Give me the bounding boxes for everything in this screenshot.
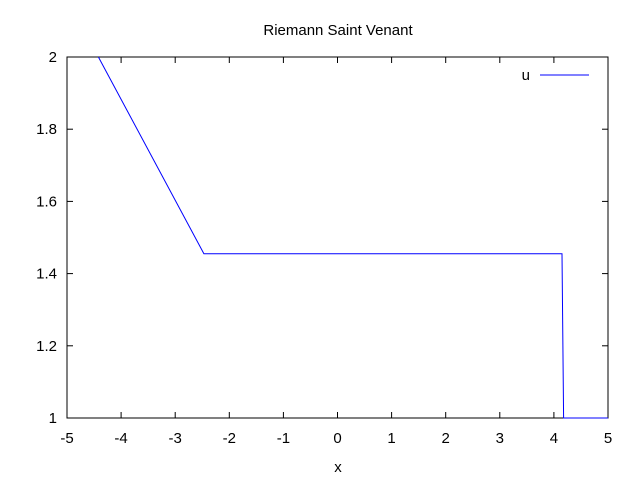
chart-title: Riemann Saint Venant xyxy=(263,22,413,39)
y-tick-label: 1.4 xyxy=(36,266,57,283)
x-tick-label: 2 xyxy=(442,430,450,447)
plot-border xyxy=(66,56,609,419)
y-axis: 1 1.2 1.4 1.6 1.8 2 xyxy=(36,49,608,427)
y-tick-label: 2 xyxy=(49,49,57,66)
x-axis: -5 -4 -3 -2 -1 0 1 2 3 4 5 xyxy=(60,57,612,447)
legend-label-u: u xyxy=(522,67,530,84)
x-tick-label: -5 xyxy=(60,430,73,447)
x-tick-label: 3 xyxy=(496,430,504,447)
series-layer xyxy=(97,56,608,419)
x-tick-label: -2 xyxy=(223,430,236,447)
x-tick-label: 1 xyxy=(387,430,395,447)
x-tick-label: 5 xyxy=(604,430,612,447)
x-tick-label: 4 xyxy=(550,430,558,447)
plot-frame xyxy=(66,56,609,419)
y-tick-label: 1 xyxy=(49,410,57,427)
y-tick-label: 1.2 xyxy=(36,338,57,355)
x-tick-label: -3 xyxy=(169,430,182,447)
y-tick-label: 1.8 xyxy=(36,121,57,138)
x-axis-label: x xyxy=(334,459,342,476)
y-tick-label: 1.6 xyxy=(36,193,57,210)
series-line-u xyxy=(97,56,608,419)
legend: u xyxy=(522,67,589,84)
x-tick-label: 0 xyxy=(333,430,341,447)
x-tick-label: -4 xyxy=(114,430,127,447)
x-tick-label: -1 xyxy=(277,430,290,447)
